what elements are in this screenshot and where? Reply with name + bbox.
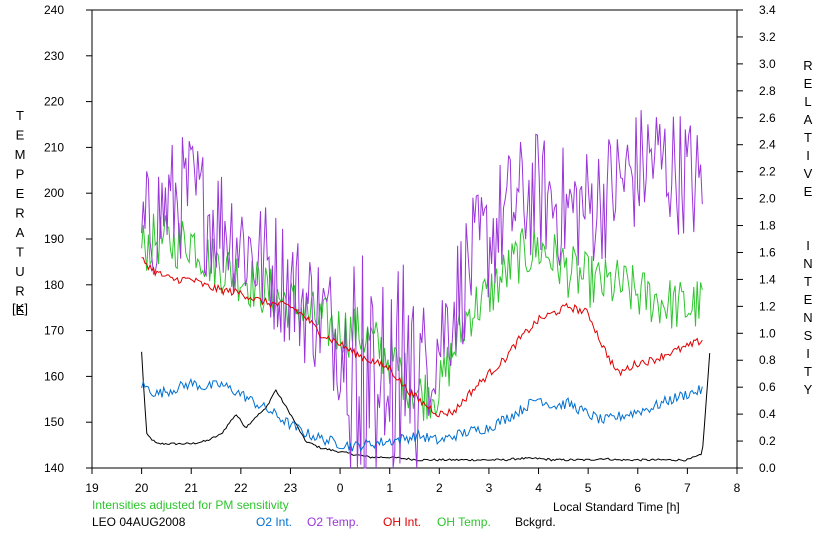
series-line-o2-int — [141, 377, 703, 452]
y-left-tick-label: 190 — [44, 232, 64, 246]
x-tick-label: 23 — [284, 481, 298, 495]
y-right-tick-label: 3.4 — [759, 3, 776, 17]
y-right-tick-label: 0.8 — [759, 353, 776, 367]
y-right-tick-label: 1.4 — [759, 272, 776, 286]
x-tick-label: 4 — [535, 481, 542, 495]
legend-o2-int: O2 Int. — [256, 515, 292, 529]
y-right-tick-label: 2.4 — [759, 138, 776, 152]
y-right-tick-label: 0.0 — [759, 461, 776, 475]
legend-oh-temp: OH Temp. — [437, 515, 491, 529]
y-left-tick-label: 150 — [44, 415, 64, 429]
y-left-tick-label: 160 — [44, 369, 64, 383]
x-tick-label: 2 — [436, 481, 443, 495]
x-tick-label: 6 — [634, 481, 641, 495]
y-right-tick-label: 1.6 — [759, 245, 776, 259]
y-right-tick-label: 0.6 — [759, 380, 776, 394]
series-line-oh-int — [141, 257, 703, 418]
x-tick-label: 22 — [234, 481, 248, 495]
x-tick-label: 7 — [684, 481, 691, 495]
x-tick-label: 3 — [486, 481, 493, 495]
y-right-tick-label: 2.6 — [759, 111, 776, 125]
x-tick-label: 19 — [85, 481, 99, 495]
y-right-tick-label: 3.0 — [759, 57, 776, 71]
y-left-tick-label: 220 — [44, 95, 64, 109]
y-right-tick-label: 0.4 — [759, 407, 776, 421]
x-tick-label: 0 — [337, 481, 344, 495]
x-tick-label: 20 — [135, 481, 149, 495]
y-right-tick-label: 2.0 — [759, 192, 776, 206]
y-right-tick-label: 1.0 — [759, 326, 776, 340]
y-left-tick-label: 180 — [44, 278, 64, 292]
legend-bckgrd: Bckgrd. — [515, 515, 556, 529]
y-axis-unit-left: [K] — [12, 301, 28, 316]
y-left-tick-label: 240 — [44, 3, 64, 17]
y-left-tick-label: 170 — [44, 324, 64, 338]
y-right-tick-label: 1.8 — [759, 219, 776, 233]
x-tick-label: 21 — [185, 481, 199, 495]
legend-o2-temp: O2 Temp. — [307, 515, 359, 529]
y-right-tick-label: 3.2 — [759, 30, 776, 44]
x-tick-label: 5 — [585, 481, 592, 495]
station-label: LEO 04AUG2008 — [92, 515, 186, 529]
series-layer — [141, 110, 711, 469]
legend-oh-int: OH Int. — [383, 515, 421, 529]
x-ticks: 19 20 21 22 23 0 1 2 3 4 5 6 7 8 — [85, 468, 741, 495]
y-right-tick-label: 1.2 — [759, 299, 776, 313]
y-left-tick-label: 140 — [44, 461, 64, 475]
y-right-ticks: 0.0 0.2 0.4 0.6 0.8 1.0 1.2 1.4 1.6 1.8 2.0 2.2 2.4 2… — [737, 3, 776, 475]
y-right-tick-label: 0.2 — [759, 434, 776, 448]
series-line-bckgrd — [141, 351, 711, 462]
x-tick-label: 1 — [386, 481, 393, 495]
x-tick-label: 8 — [734, 481, 741, 495]
y-left-tick-label: 210 — [44, 140, 64, 154]
sensitivity-note: Intensities adjusted for PM sensitivity — [92, 498, 289, 512]
y-right-tick-label: 2.8 — [759, 84, 776, 98]
y-left-tick-label: 230 — [44, 49, 64, 63]
series-line-o2-temp — [141, 110, 703, 469]
x-axis-title: Local Standard Time [h] — [553, 500, 680, 514]
y-left-ticks: 140 150 160 170 180 190 200 210 220 230 240 — [44, 3, 92, 475]
y-left-tick-label: 200 — [44, 186, 64, 200]
y-right-tick-label: 2.2 — [759, 165, 776, 179]
